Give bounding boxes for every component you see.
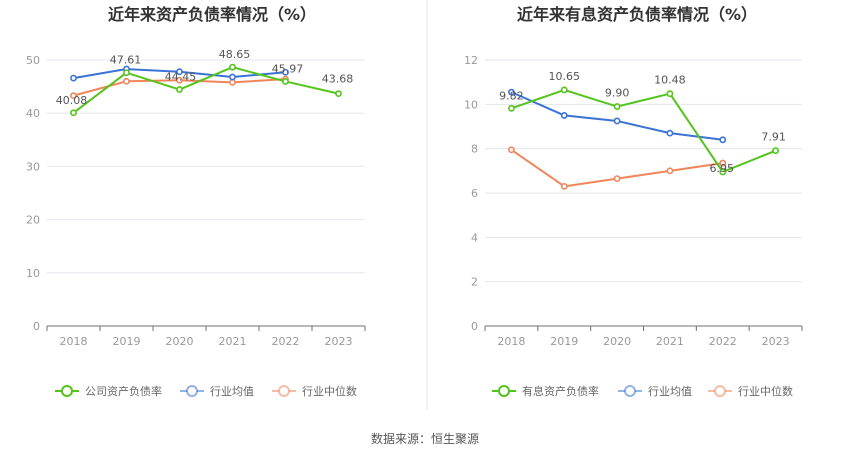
- legend-item-1[interactable]: 公司资产负债率: [55, 384, 162, 398]
- y-tick-label: 40: [26, 107, 40, 120]
- series-line-1: [72, 66, 339, 114]
- x-tick-label: 2022: [272, 335, 300, 348]
- data-point[interactable]: [229, 73, 236, 81]
- data-label: 43.68: [322, 73, 354, 86]
- data-point[interactable]: [123, 69, 130, 77]
- y-tick-label: 50: [26, 54, 40, 67]
- data-point[interactable]: [666, 90, 674, 98]
- y-tick-label: 4: [471, 231, 478, 244]
- data-point[interactable]: [282, 78, 289, 85]
- data-label: 6.95: [710, 162, 735, 175]
- data-point[interactable]: [666, 129, 674, 137]
- data-point[interactable]: [70, 74, 77, 82]
- y-tick-label: 8: [471, 143, 478, 156]
- data-point[interactable]: [719, 159, 727, 167]
- legend-item-2[interactable]: 行业均值: [180, 385, 254, 398]
- data-point[interactable]: [719, 136, 727, 144]
- data-point[interactable]: [719, 168, 727, 176]
- chart-2: 近年来有息资产负债率情况（%） 0 2 4 6 8 10 12 2018 2019 2020 2021…: [464, 5, 803, 398]
- x-tick-label: 2020: [166, 335, 194, 348]
- data-point[interactable]: [772, 147, 779, 155]
- data-point[interactable]: [229, 63, 236, 71]
- legend-label: 行业中位数: [738, 384, 793, 398]
- legend-item-3[interactable]: 行业中位数: [708, 384, 793, 398]
- x-tick-label: 2021: [219, 335, 247, 348]
- x-tick-label: 2023: [325, 335, 353, 348]
- y-tick-label: 10: [26, 267, 40, 280]
- y-tick-label: 2: [471, 276, 478, 289]
- x-tick-label: 2018: [497, 335, 525, 348]
- data-label: 45.97: [272, 62, 304, 75]
- data-label: 48.65: [219, 48, 251, 61]
- y-tick-label: 20: [26, 214, 40, 227]
- chart-1: 近年来资产负债率情况（%） 0 10 20 30 40 50 2018 2019 2020 2021…: [26, 5, 366, 398]
- x-tick-label: 2020: [603, 335, 631, 348]
- data-point[interactable]: [560, 86, 568, 94]
- chart-title: 近年来有息资产负债率情况（%）: [517, 5, 757, 24]
- data-point[interactable]: [123, 77, 130, 85]
- data-point[interactable]: [70, 92, 77, 100]
- data-point[interactable]: [176, 76, 183, 84]
- legend-item-1[interactable]: 有息资产负债率: [492, 384, 599, 398]
- x-tick-label: 2019: [113, 335, 141, 348]
- x-tick-label: 2023: [762, 335, 790, 348]
- legend-label: 行业均值: [648, 385, 692, 398]
- legend-item-3[interactable]: 行业中位数: [272, 384, 357, 398]
- legend-marker-icon: [624, 385, 636, 397]
- legend-marker-icon: [714, 385, 726, 397]
- data-label: 9.82: [499, 89, 524, 102]
- data-label: 47.61: [110, 54, 142, 67]
- x-tick-label: 2021: [656, 335, 684, 348]
- y-tick-label: 30: [26, 160, 40, 173]
- x-tick-label: 2018: [60, 335, 88, 348]
- legend-marker-icon: [61, 385, 73, 397]
- legend-label: 公司资产负债率: [85, 384, 162, 398]
- data-point[interactable]: [70, 109, 77, 117]
- data-point[interactable]: [613, 117, 621, 125]
- data-point[interactable]: [176, 86, 183, 93]
- legend-item-2[interactable]: 行业均值: [618, 385, 692, 398]
- x-tick-label: 2022: [709, 335, 737, 348]
- y-tick-label: 10: [464, 98, 478, 111]
- legend-label: 行业中位数: [302, 384, 357, 398]
- data-point[interactable]: [613, 103, 621, 110]
- source-note: 数据来源：恒生聚源: [371, 431, 479, 446]
- x-tick-label: 2019: [550, 335, 578, 348]
- y-tick-label: 6: [471, 187, 478, 200]
- legend-label: 有息资产负债率: [522, 384, 599, 398]
- data-point[interactable]: [666, 167, 674, 175]
- legend-label: 行业均值: [210, 385, 254, 398]
- series-line-1: [511, 88, 776, 173]
- legend-marker-icon: [186, 385, 198, 397]
- data-label: 44.45: [165, 71, 197, 84]
- legend-marker-icon: [498, 385, 510, 397]
- data-label: 7.91: [761, 131, 786, 144]
- data-point[interactable]: [282, 68, 289, 76]
- data-point[interactable]: [229, 78, 236, 86]
- data-point[interactable]: [176, 68, 183, 76]
- data-label: 10.48: [654, 74, 686, 87]
- data-point[interactable]: [508, 146, 515, 154]
- legend-marker-icon: [278, 385, 290, 397]
- y-tick-label: 0: [471, 320, 478, 333]
- data-point[interactable]: [508, 104, 515, 112]
- data-label: 40.08: [56, 94, 88, 107]
- y-tick-label: 12: [464, 54, 478, 67]
- data-point[interactable]: [613, 175, 621, 182]
- data-point[interactable]: [560, 112, 568, 119]
- data-label: 9.90: [605, 87, 630, 100]
- y-tick-label: 0: [33, 320, 40, 333]
- data-point[interactable]: [335, 90, 342, 98]
- data-point[interactable]: [560, 182, 568, 190]
- data-label: 10.65: [549, 70, 581, 83]
- chart-title: 近年来资产负债率情况（%）: [108, 5, 316, 24]
- data-point[interactable]: [508, 88, 515, 96]
